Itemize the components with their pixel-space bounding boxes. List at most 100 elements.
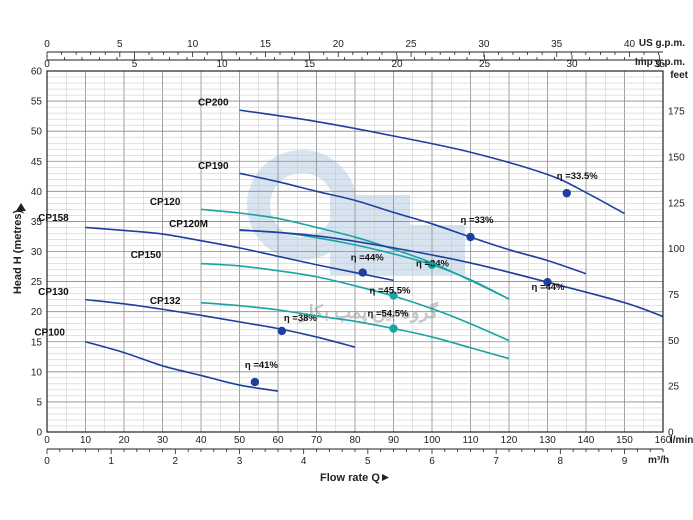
plot-frame: [46, 70, 664, 433]
efficiency-label: η =41%: [245, 360, 279, 371]
top-imp-unit-label: Imp g.p.m.: [635, 57, 685, 68]
right-tick-label: 50: [668, 336, 680, 347]
right-tick-label: 175: [668, 107, 685, 118]
bottom-lmin-tick-label: 140: [578, 435, 595, 446]
top-imp-axis-tick-label: 35: [654, 59, 666, 70]
top-imp-axis-tick-label: 30: [566, 59, 578, 70]
series-name-label: CP130: [38, 287, 69, 298]
left-tick-label: 45: [31, 157, 43, 168]
x-axis-arrow-icon: [382, 474, 389, 481]
bottom-lmin-tick-label: 160: [655, 435, 672, 446]
bottom-lmin-tick-label: 130: [539, 435, 556, 446]
top-us-axis-tick-label: 10: [187, 39, 199, 50]
series-name-label: CP200: [198, 97, 229, 108]
bottom-m3h-axis-tick-label: 0: [44, 456, 50, 467]
left-tick-label: 10: [31, 367, 43, 378]
axis-text: 0 5 10 15 20 25 30 35 400 5 10 15 20 25 30 350 10 20 30 40 5…: [12, 38, 693, 484]
efficiency-point: [562, 188, 571, 198]
left-tick-label: 0: [36, 428, 42, 439]
efficiency-label: η =33%: [461, 215, 495, 226]
bottom-lmin-tick-label: 80: [349, 435, 361, 446]
efficiency-label: η =33.5%: [557, 171, 598, 182]
series-line-cp130: [85, 298, 356, 348]
top-us-axis-tick-label: 0: [44, 39, 50, 50]
bottom-lmin-tick-label: 90: [388, 435, 400, 446]
top-imp-axis-tick-label: 5: [132, 59, 138, 70]
bottom-m3h-axis-tick-label: 3: [237, 456, 243, 467]
bottom-lmin-tick-label: 0: [44, 435, 50, 446]
x-axis-title: Flow rate Q: [320, 472, 380, 484]
top-us-axis-tick-label: 30: [478, 39, 490, 50]
bottom-lmin-tick-label: 20: [118, 435, 130, 446]
series-line-cp200: [239, 109, 625, 215]
series-group: η =41% η =38% η =54.5% η =45.5% η =44% η =34%…: [85, 109, 664, 392]
top-imp-axis-tick-label: 25: [479, 59, 491, 70]
top-us-axis-tick-label: 40: [624, 39, 636, 50]
top-imp-axis-tick-label: 0: [44, 59, 50, 70]
top-us-axis-tick-label: 35: [551, 39, 563, 50]
efficiency-label: η =44%: [532, 282, 566, 293]
left-tick-label: 30: [31, 247, 43, 258]
series-name-label: CP132: [150, 296, 181, 307]
right-tick-label: 75: [668, 290, 680, 301]
right-tick-label: 0: [668, 428, 674, 439]
series-line-cp150: [200, 262, 510, 342]
bottom-m3h-axis-tick-label: 8: [558, 456, 564, 467]
efficiency-label: η =45.5%: [370, 285, 411, 296]
right-tick-label: 150: [668, 152, 685, 163]
efficiency-point: [389, 291, 398, 300]
bottom-lmin-tick-label: 100: [424, 435, 441, 446]
efficiency-point: [277, 326, 287, 336]
top-imp-axis-tick-label: 20: [391, 59, 403, 70]
efficiency-point: [543, 277, 552, 287]
bottom-lmin-tick-label: 110: [463, 435, 479, 446]
efficiency-label: η =44%: [351, 253, 385, 264]
efficiency-point: [466, 232, 475, 242]
bottom-m3h-unit-label: m³/h: [648, 455, 669, 466]
series-line-cp100: [85, 340, 279, 392]
series-line-cp120: [200, 208, 510, 300]
top-us-unit-label: US g.p.m.: [639, 38, 685, 49]
left-tick-label: 40: [31, 187, 43, 198]
bottom-lmin-tick-label: 40: [195, 435, 207, 446]
left-tick-label: 5: [36, 397, 42, 408]
bottom-lmin-tick-label: 30: [157, 435, 169, 446]
series-line-cp132: [200, 301, 510, 360]
series-name-label: CP120M: [169, 219, 208, 230]
left-tick-label: 55: [31, 97, 43, 108]
series-name-label: CP150: [131, 250, 162, 261]
bottom-m3h-axis-tick-label: 2: [173, 456, 179, 467]
series-name-label: CP120: [150, 197, 181, 208]
y-axis-title: Head H (metres): [12, 209, 24, 294]
bottom-lmin-tick-label: 70: [311, 435, 323, 446]
bottom-lmin-unit-label: l/min: [670, 435, 693, 446]
left-tick-label: 15: [31, 337, 43, 348]
bottom-m3h-axis-tick-label: 5: [365, 456, 371, 467]
bottom-m3h-axis-tick-label: 7: [493, 456, 499, 467]
efficiency-label: η =34%: [416, 259, 450, 270]
series-name-label: CP158: [38, 213, 69, 224]
right-unit-label: feet: [670, 70, 688, 81]
efficiency-point: [389, 324, 398, 333]
series-labels: CP200 CP190 CP120 CP158 CP120M CP150 CP130 CP13…: [34, 97, 229, 338]
bottom-lmin-tick-label: 60: [272, 435, 284, 446]
efficiency-label: η =54.5%: [368, 309, 409, 320]
axis-ticks: [46, 51, 664, 454]
top-us-axis-tick-label: 5: [117, 39, 123, 50]
series-line-cp190: [239, 172, 587, 275]
series-name-label: CP100: [34, 328, 65, 339]
left-tick-label: 25: [31, 277, 43, 288]
bottom-m3h-axis-tick-label: 4: [301, 456, 307, 467]
series-line-cp158: [85, 226, 394, 282]
efficiency-label: η =38%: [284, 313, 318, 324]
bottom-lmin-tick-label: 120: [501, 435, 518, 446]
bottom-m3h-axis-tick-label: 9: [622, 456, 628, 467]
left-tick-label: 20: [31, 307, 43, 318]
efficiency-point: [358, 268, 367, 277]
y-axis-arrow-icon: [16, 203, 26, 211]
left-tick-label: 50: [31, 127, 43, 138]
top-us-axis-tick-label: 20: [333, 39, 345, 50]
left-tick-label: 60: [31, 67, 43, 78]
right-tick-label: 25: [668, 382, 680, 393]
